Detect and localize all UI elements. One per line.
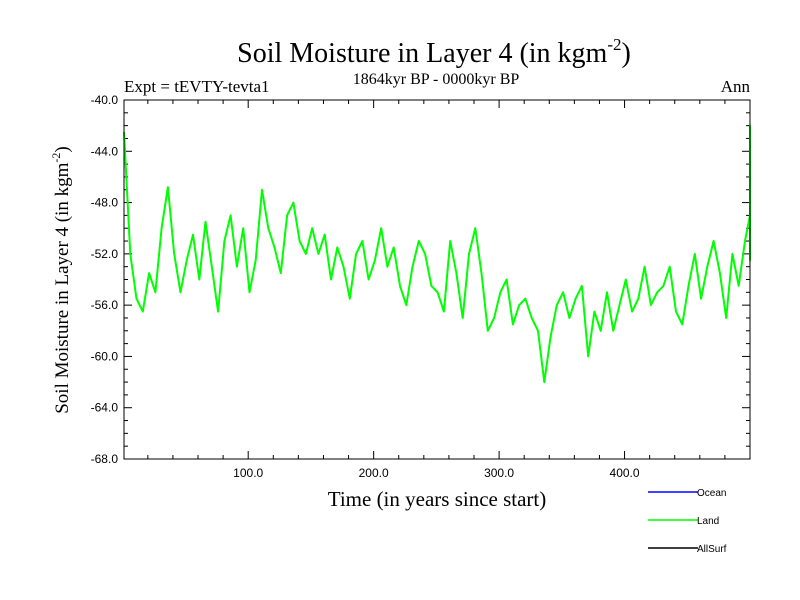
y-tick-label: -56.0 (91, 298, 119, 312)
y-tick-label: -48.0 (91, 196, 119, 210)
subtitle-center: 1864kyr BP - 0000kyr BP (353, 71, 520, 88)
legend-label-allsurf: AllSurf (697, 544, 727, 555)
subtitle-left: Expt = tEVTY-tevta1 (124, 77, 270, 96)
chart-title-superscript: -2 (607, 35, 621, 54)
axis-ticks: -68.0 -64.0 -60.0 -56.0 -52.0 -48.0 -44.0 -40.0… (91, 93, 750, 480)
y-tick-label: -44.0 (91, 144, 119, 158)
y-tick-label: -64.0 (91, 401, 119, 415)
y-axis-label-close: ) (52, 146, 73, 152)
chart-title-text: Soil Moisture in Layer 4 (in kgm (237, 38, 607, 69)
y-axis-label-text: Soil Moisture in Layer 4 (in kgm (52, 162, 73, 413)
legend-label-land: Land (697, 516, 719, 527)
y-tick-label: -52.0 (91, 247, 119, 261)
x-tick-label: 200.0 (359, 466, 389, 480)
x-tick-label: 100.0 (233, 466, 263, 480)
x-tick-label: 300.0 (484, 466, 514, 480)
chart-title: Soil Moisture in Layer 4 (in kgm-2) (237, 35, 631, 69)
legend: Ocean Land AllSurf (648, 488, 727, 555)
y-axis-label: Soil Moisture in Layer 4 (in kgm-2) (49, 146, 73, 414)
y-tick-label: -68.0 (91, 452, 119, 466)
chart-title-close: ) (622, 38, 631, 69)
x-tick-label: 400.0 (610, 466, 640, 480)
x-axis-label: Time (in years since start) (328, 487, 547, 511)
subtitle-right: Ann (721, 77, 751, 96)
y-axis-label-superscript: -2 (49, 153, 63, 163)
y-tick-label: -40.0 (91, 93, 119, 107)
legend-label-ocean: Ocean (697, 488, 726, 499)
plot-frame (123, 99, 751, 460)
y-tick-label: -60.0 (91, 349, 119, 363)
